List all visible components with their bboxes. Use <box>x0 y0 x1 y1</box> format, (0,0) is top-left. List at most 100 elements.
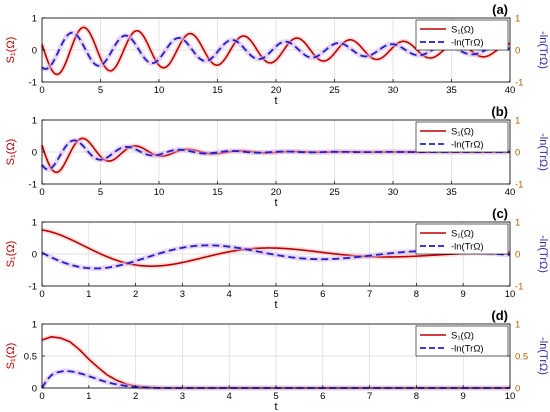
y-tick-label-right: 1 <box>515 218 520 229</box>
y-tick-label-left: 1 <box>32 116 37 127</box>
y-tick-label-left: -1 <box>29 282 37 293</box>
y-axis-label-right: -ln(TrΩ) <box>537 337 549 375</box>
y-tick-label-left: 0 <box>32 148 37 159</box>
y-tick-label-right: -1 <box>515 180 523 191</box>
x-tick-label: 0 <box>39 187 44 198</box>
x-tick-label: 6 <box>320 391 325 402</box>
y-axis-label-left: S₁(Ω) <box>5 37 17 64</box>
x-tick-label: 0 <box>39 289 44 300</box>
legend-entry: -ln(TrΩ) <box>451 344 484 355</box>
y-tick-label-left: -1 <box>29 180 37 191</box>
x-tick-label: 15 <box>212 85 223 96</box>
y-axis-label-right: -ln(TrΩ) <box>537 31 549 69</box>
x-tick-label: 20 <box>271 187 282 198</box>
x-tick-label: 10 <box>154 187 165 198</box>
y-tick-label-right: -1 <box>515 78 523 89</box>
y-tick-label-right: 0 <box>515 46 520 57</box>
panel-label: (c) <box>492 206 508 221</box>
y-tick-label-right: 1 <box>515 116 520 127</box>
legend-entry: S₁(Ω) <box>451 331 474 342</box>
x-tick-label: 1 <box>86 289 91 300</box>
x-tick-label: 3 <box>180 391 185 402</box>
x-tick-label: 40 <box>505 85 516 96</box>
x-tick-label: 30 <box>388 187 399 198</box>
y-tick-label-right: 0 <box>515 250 520 261</box>
x-axis-label: t <box>274 299 277 311</box>
x-tick-label: 10 <box>505 289 516 300</box>
x-axis-label: t <box>274 401 277 412</box>
y-axis-label-right: -ln(TrΩ) <box>537 235 549 273</box>
x-tick-label: 9 <box>461 391 466 402</box>
legend-entry: -ln(TrΩ) <box>451 242 484 253</box>
y-axis-label-left: S₁(Ω) <box>5 139 17 166</box>
x-tick-label: 35 <box>446 85 457 96</box>
x-tick-label: 1 <box>86 391 91 402</box>
panel-label: (a) <box>492 2 508 17</box>
x-axis-label: t <box>274 197 277 209</box>
x-tick-label: 5 <box>273 289 278 300</box>
x-tick-label: 25 <box>329 187 340 198</box>
x-tick-label: 9 <box>461 289 466 300</box>
x-tick-label: 0 <box>39 391 44 402</box>
x-tick-label: 7 <box>367 289 372 300</box>
x-tick-label: 4 <box>227 391 232 402</box>
y-tick-label-right: 0.5 <box>515 352 528 363</box>
legend-entry: S₁(Ω) <box>451 25 474 36</box>
x-tick-label: 6 <box>320 289 325 300</box>
x-tick-label: 2 <box>133 289 138 300</box>
legend-entry: -ln(TrΩ) <box>451 140 484 151</box>
legend: S₁(Ω) -ln(TrΩ) <box>415 19 509 51</box>
legend-entry: S₁(Ω) <box>451 229 474 240</box>
x-tick-label: 8 <box>414 391 419 402</box>
y-tick-label-right: -1 <box>515 282 523 293</box>
x-tick-label: 20 <box>271 85 282 96</box>
x-tick-label: 40 <box>505 187 516 198</box>
x-tick-label: 0 <box>39 85 44 96</box>
y-tick-label-left: -1 <box>29 78 37 89</box>
x-tick-label: 7 <box>367 391 372 402</box>
y-tick-label-left: 1 <box>32 14 37 25</box>
x-tick-label: 8 <box>414 289 419 300</box>
series-line-s1 <box>41 229 510 267</box>
y-tick-label-left: 0 <box>32 46 37 57</box>
legend-box <box>415 19 509 51</box>
y-tick-label-left: 1 <box>32 320 37 331</box>
legend: S₁(Ω) -ln(TrΩ) <box>415 325 509 357</box>
panel-label: (d) <box>491 308 508 323</box>
legend: S₁(Ω) -ln(TrΩ) <box>415 223 509 255</box>
legend-entry: -ln(TrΩ) <box>451 38 484 49</box>
x-tick-label: 5 <box>98 187 103 198</box>
y-tick-label-right: 1 <box>515 14 520 25</box>
y-tick-label-right: 0 <box>515 148 520 159</box>
x-tick-label: 5 <box>273 391 278 402</box>
x-tick-label: 3 <box>180 289 185 300</box>
x-tick-label: 5 <box>98 85 103 96</box>
y-tick-label-left: 0.5 <box>24 352 37 363</box>
x-tick-label: 35 <box>446 187 457 198</box>
y-axis-label-left: S₁(Ω) <box>5 343 17 370</box>
panel-label: (b) <box>491 104 508 119</box>
y-tick-label-right: 0 <box>515 384 520 395</box>
x-axis-label: t <box>274 95 277 107</box>
y-tick-label-left: 1 <box>32 218 37 229</box>
y-tick-label-left: 0 <box>32 250 37 261</box>
series-line-s1 <box>41 26 511 76</box>
legend-box <box>415 223 509 255</box>
y-axis-label-left: S₁(Ω) <box>5 241 17 268</box>
legend-box <box>415 121 509 153</box>
x-tick-label: 2 <box>133 391 138 402</box>
x-tick-label: 25 <box>329 85 340 96</box>
x-tick-label: 30 <box>388 85 399 96</box>
y-axis-label-right: -ln(TrΩ) <box>537 133 549 171</box>
y-tick-label-left: 0 <box>32 384 37 395</box>
x-tick-label: 10 <box>154 85 165 96</box>
legend-box <box>415 325 509 357</box>
y-tick-label-right: 1 <box>515 320 520 331</box>
x-tick-label: 4 <box>227 289 232 300</box>
x-tick-label: 10 <box>505 391 516 402</box>
